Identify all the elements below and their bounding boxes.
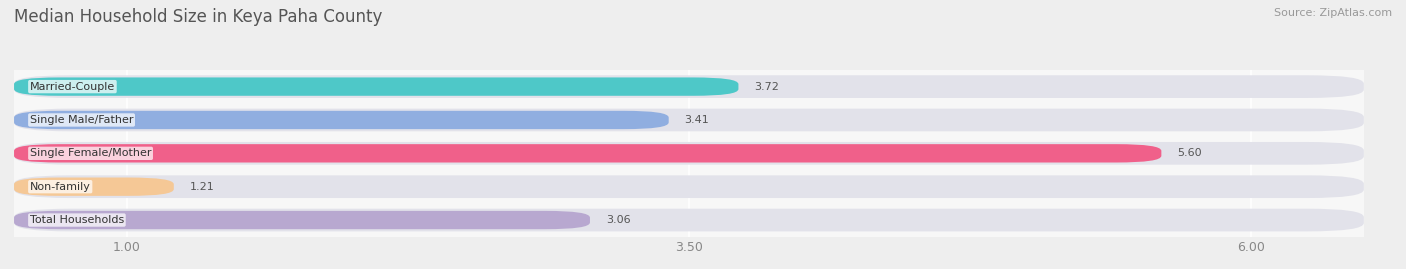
Text: 5.60: 5.60 <box>1177 148 1202 158</box>
Text: Median Household Size in Keya Paha County: Median Household Size in Keya Paha Count… <box>14 8 382 26</box>
Text: Non-family: Non-family <box>30 182 90 192</box>
FancyBboxPatch shape <box>14 178 174 196</box>
FancyBboxPatch shape <box>14 144 1161 162</box>
Text: Source: ZipAtlas.com: Source: ZipAtlas.com <box>1274 8 1392 18</box>
FancyBboxPatch shape <box>14 209 1364 231</box>
FancyBboxPatch shape <box>14 111 669 129</box>
Text: 3.06: 3.06 <box>606 215 630 225</box>
FancyBboxPatch shape <box>14 75 1364 98</box>
FancyBboxPatch shape <box>14 175 1364 198</box>
Text: Single Male/Father: Single Male/Father <box>30 115 134 125</box>
Text: Married-Couple: Married-Couple <box>30 82 115 92</box>
Text: 3.72: 3.72 <box>754 82 779 92</box>
FancyBboxPatch shape <box>14 211 591 229</box>
FancyBboxPatch shape <box>14 142 1364 165</box>
Text: Total Households: Total Households <box>30 215 124 225</box>
Text: 1.21: 1.21 <box>190 182 214 192</box>
FancyBboxPatch shape <box>14 77 738 96</box>
FancyBboxPatch shape <box>14 109 1364 131</box>
Text: 3.41: 3.41 <box>685 115 709 125</box>
Text: Single Female/Mother: Single Female/Mother <box>30 148 152 158</box>
